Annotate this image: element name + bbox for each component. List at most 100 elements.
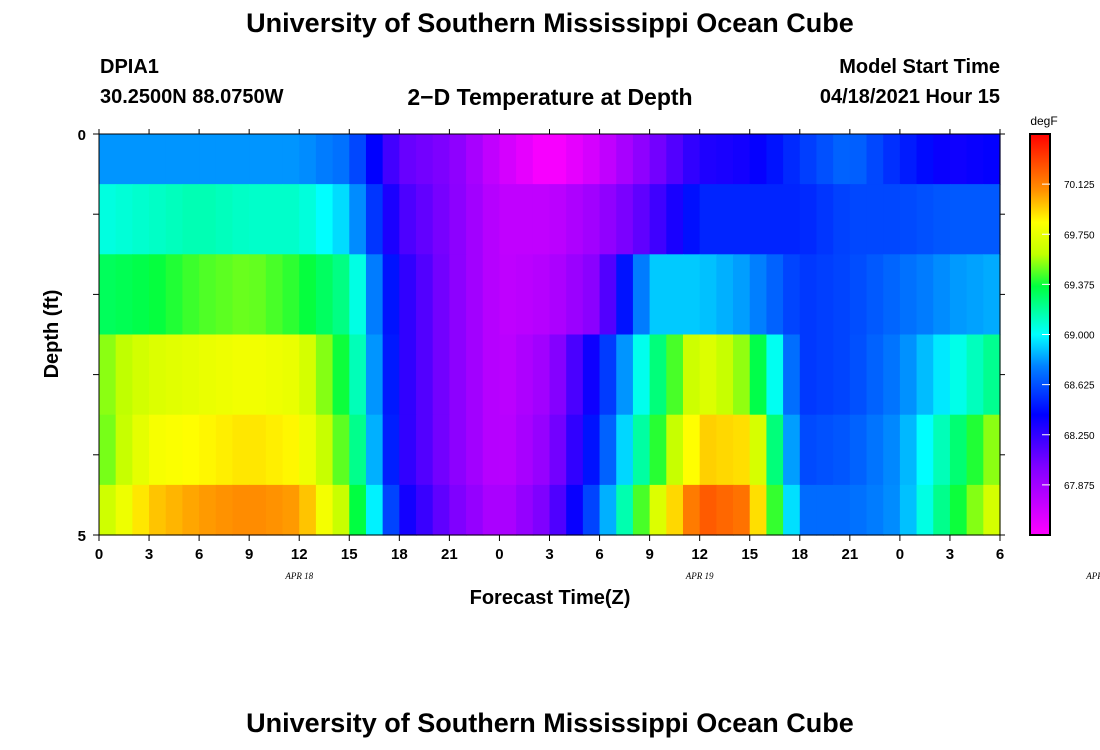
heatmap-cell: [232, 484, 250, 536]
heatmap-cell: [766, 134, 784, 185]
heatmap-cell: [449, 254, 467, 336]
heatmap-cell: [199, 184, 217, 255]
heatmap-cell: [499, 414, 517, 486]
heatmap-cell: [883, 334, 901, 416]
heatmap-cell: [282, 134, 300, 185]
heatmap-cell: [532, 414, 551, 486]
heatmap-cell: [365, 484, 384, 536]
x-tick-label: 12: [691, 546, 708, 563]
heatmap-cell: [699, 484, 717, 536]
heatmap-cell: [716, 254, 734, 336]
heatmap-cell: [265, 414, 284, 486]
heatmap-cell: [516, 254, 534, 336]
heatmap-cell: [482, 254, 501, 336]
heatmap-cell: [666, 134, 684, 185]
heatmap-cell: [299, 134, 317, 185]
heatmap-cell: [466, 254, 484, 336]
heatmap-cell: [315, 414, 334, 486]
heatmap-cell: [682, 184, 701, 255]
heatmap-cell: [315, 134, 334, 185]
heatmap-cell: [165, 484, 184, 536]
heatmap-cell: [232, 254, 250, 336]
heatmap-cell: [733, 184, 751, 255]
heatmap-cell: [849, 134, 868, 185]
heatmap-cell: [532, 484, 551, 536]
heatmap-cell: [816, 334, 834, 416]
heatmap-cell: [449, 184, 467, 255]
heatmap-cell: [149, 184, 167, 255]
heatmap-cell: [332, 254, 350, 336]
heatmap-cell: [199, 484, 217, 536]
heatmap-cell: [182, 334, 200, 416]
heatmap-cell: [883, 414, 901, 486]
heatmap-cell: [949, 184, 968, 255]
heatmap-cell: [482, 184, 501, 255]
heatmap-cell: [916, 134, 934, 185]
heatmap-cell: [165, 414, 184, 486]
heatmap-cell: [599, 334, 617, 416]
temperature-depth-chart: 0 3 6 9 12 15 18 21 0 3 6 9 12 15 18 21 0 3 6 APR 18 APR 19 A…: [41, 114, 1100, 609]
heatmap-cell: [883, 184, 901, 255]
heatmap-cell: [516, 134, 534, 185]
heatmap-cell: [265, 484, 284, 536]
heatmap-cell: [916, 184, 934, 255]
heatmap-cell: [315, 254, 334, 336]
heatmap-cell: [866, 484, 884, 536]
heatmap-cell: [165, 254, 184, 336]
heatmap-cell: [349, 484, 367, 536]
date-label: APR 20: [1085, 571, 1100, 581]
heatmap-cell: [399, 334, 417, 416]
x-axis-label: Forecast Time(Z): [470, 587, 631, 609]
heatmap-cell: [616, 254, 634, 336]
heatmap-cell: [165, 134, 184, 185]
heatmap-cell: [532, 254, 551, 336]
x-tick-label: 15: [741, 546, 758, 563]
heatmap-cell: [466, 134, 484, 185]
heatmap-cell: [933, 334, 951, 416]
heatmap-cell: [883, 484, 901, 536]
heatmap-cell: [299, 414, 317, 486]
heatmap-cell: [649, 184, 667, 255]
heatmap-cell: [466, 184, 484, 255]
heatmap-cell: [182, 134, 200, 185]
heatmap-cell: [499, 484, 517, 536]
heatmap-cell: [249, 334, 267, 416]
heatmap-cell: [115, 484, 133, 536]
heatmap-cell: [866, 334, 884, 416]
heatmap-cell: [449, 334, 467, 416]
heatmap-cell: [766, 484, 784, 536]
heatmap-cell: [466, 484, 484, 536]
heatmap-cells: [99, 134, 1001, 536]
heatmap-cell: [115, 334, 133, 416]
heatmap-cell: [916, 484, 934, 536]
heatmap-cell: [432, 254, 450, 336]
heatmap-cell: [132, 334, 150, 416]
heatmap-cell: [682, 254, 701, 336]
heatmap-cell: [799, 184, 818, 255]
heatmap-cell: [432, 184, 450, 255]
heatmap-cell: [199, 134, 217, 185]
heatmap-cell: [816, 254, 834, 336]
heatmap-cell: [532, 134, 551, 185]
colorbar-tick-label: 70.125: [1064, 180, 1095, 191]
heatmap-cell: [716, 484, 734, 536]
heatmap-cell: [349, 334, 367, 416]
heatmap-cell: [215, 254, 234, 336]
colorbar-tick-label: 67.875: [1064, 481, 1095, 492]
heatmap-cell: [416, 414, 434, 486]
heatmap-cell: [799, 254, 818, 336]
station-id: DPIA1: [100, 56, 159, 78]
heatmap-cell: [232, 184, 250, 255]
heatmap-cell: [582, 184, 601, 255]
heatmap-cell: [666, 334, 684, 416]
heatmap-cell: [983, 134, 1001, 185]
heatmap-cell: [432, 414, 450, 486]
heatmap-cell: [399, 414, 417, 486]
heatmap-cell: [99, 254, 117, 336]
x-tick-label: 3: [946, 546, 954, 563]
heatmap-cell: [265, 254, 284, 336]
heatmap-cell: [599, 184, 617, 255]
heatmap-cell: [215, 334, 234, 416]
y-axis-label: Depth (ft): [41, 290, 63, 379]
heatmap-cell: [382, 334, 400, 416]
